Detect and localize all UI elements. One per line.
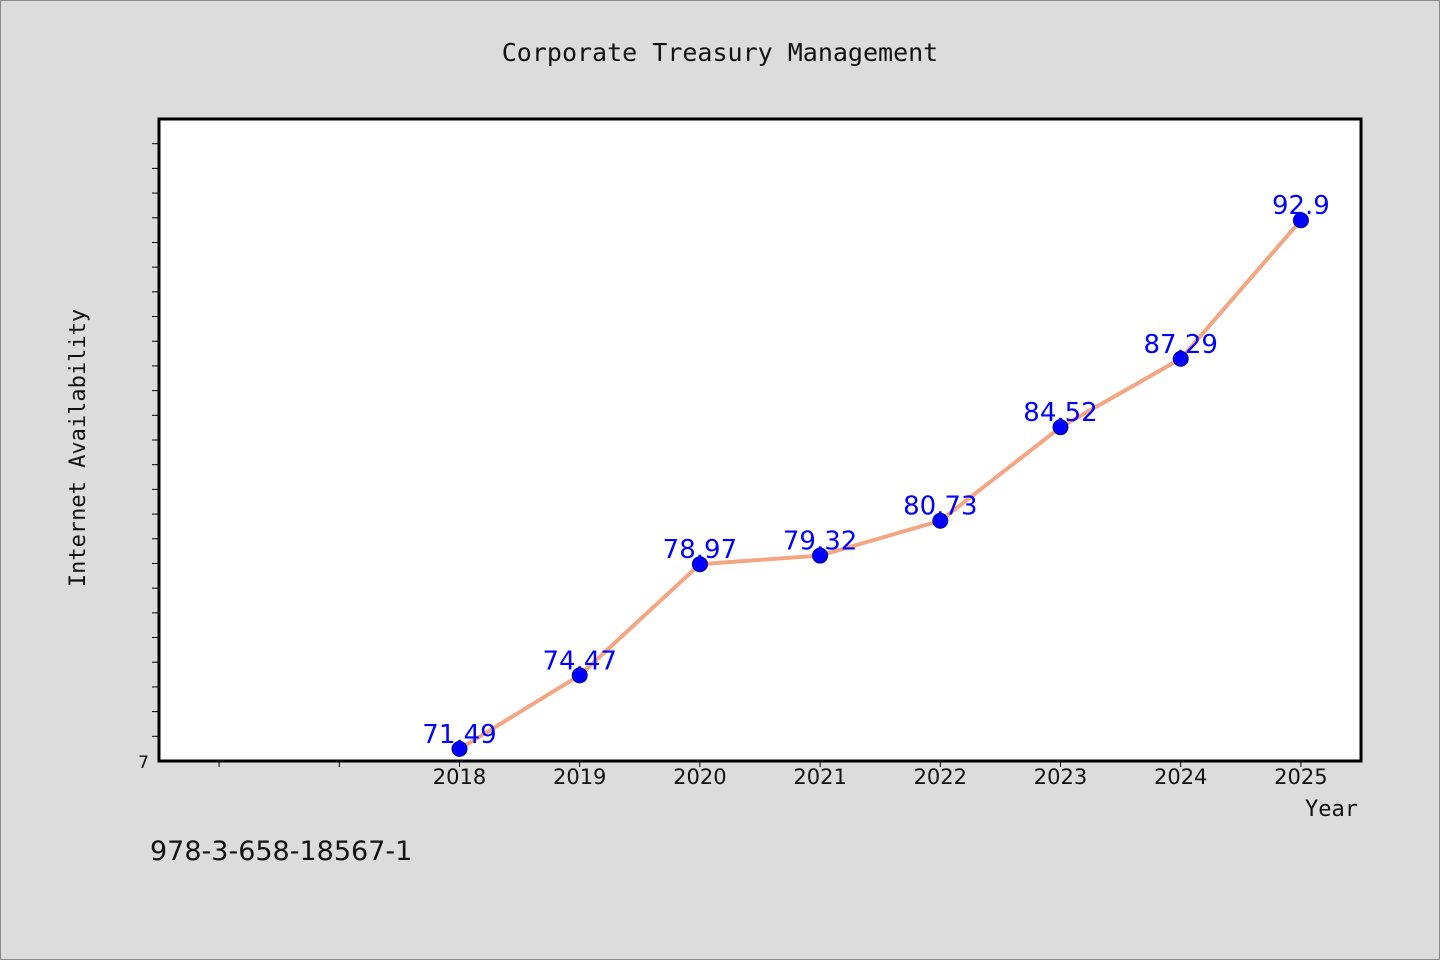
data-point xyxy=(1172,350,1189,367)
plot-area xyxy=(157,117,1363,763)
y-axis-ticks xyxy=(152,143,159,737)
data-label: 78.97 xyxy=(663,535,737,565)
x-tick-label: 2020 xyxy=(673,765,726,789)
data-label: 74.47 xyxy=(542,646,616,676)
x-axis-tick-labels: 2018 2019 2020 2021 2022 2023 2024 2025 xyxy=(433,765,1328,789)
x-tick-label: 2021 xyxy=(793,765,846,789)
x-tick-label: 2023 xyxy=(1034,765,1087,789)
data-point xyxy=(932,512,949,529)
x-axis-title: Year xyxy=(1305,797,1358,822)
x-tick-label: 2024 xyxy=(1154,765,1207,789)
data-label: 71.49 xyxy=(422,720,496,750)
x-tick-label: 2022 xyxy=(914,765,967,789)
y-tick-label: 7 xyxy=(138,753,149,773)
data-label: 80.73 xyxy=(903,492,977,522)
isbn-label: 978-3-658-18567-1 xyxy=(150,836,413,867)
series-points xyxy=(451,212,1309,757)
data-point xyxy=(571,667,588,684)
series-lines xyxy=(457,218,1303,751)
data-point xyxy=(812,547,829,564)
data-point xyxy=(691,556,708,573)
data-label: 92.9 xyxy=(1272,191,1330,221)
series-line xyxy=(457,218,1303,751)
data-label: 87.29 xyxy=(1143,330,1217,360)
y-axis-title: Internet Availability xyxy=(66,309,91,587)
x-axis-ticks xyxy=(218,761,1302,767)
data-point xyxy=(1292,212,1309,229)
data-label: 79.32 xyxy=(783,527,857,557)
x-tick-label: 2019 xyxy=(553,765,606,789)
chart-title: Corporate Treasury Management xyxy=(502,38,939,67)
x-tick-label: 2018 xyxy=(433,765,486,789)
x-tick-label: 2025 xyxy=(1274,765,1327,789)
data-labels: 71.49 74.47 78.97 79.32 80.73 84.52 87.29 92.9 xyxy=(422,191,1330,750)
y-axis-tick-labels: 7 xyxy=(138,753,149,773)
data-point xyxy=(1052,419,1069,436)
data-point xyxy=(451,740,468,757)
data-label: 84.52 xyxy=(1023,398,1097,428)
